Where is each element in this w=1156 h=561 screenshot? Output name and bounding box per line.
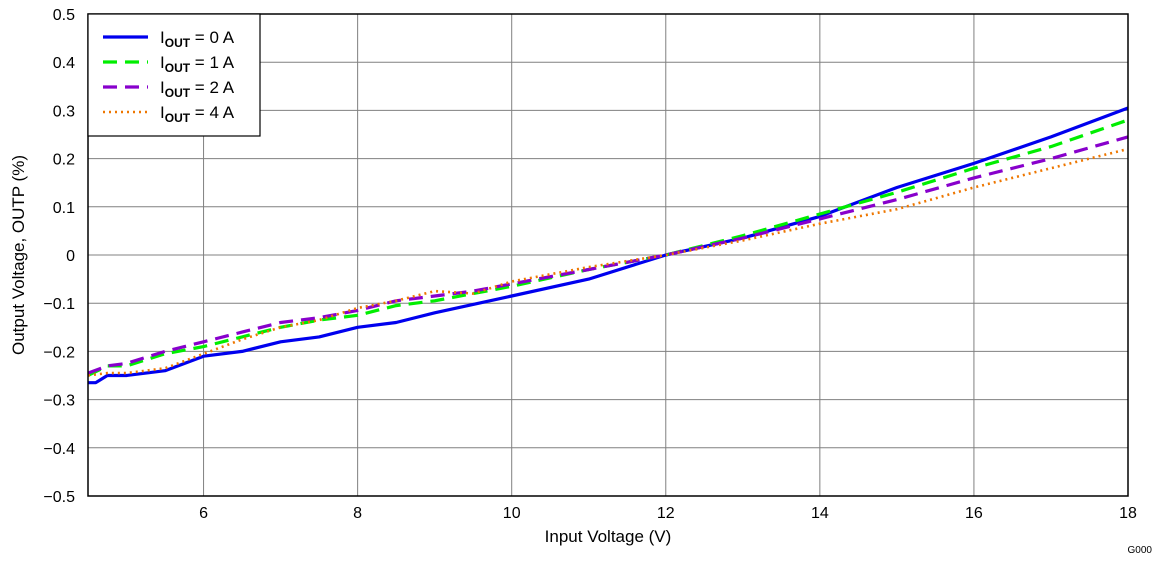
legend-box: [87, 13, 261, 137]
legend-label-main: I: [160, 78, 165, 97]
y-tick-label: −0.5: [43, 489, 75, 506]
legend-label-rest: = 1 A: [190, 53, 235, 72]
series-line-1: [87, 118, 1129, 377]
x-tick-label: 18: [1119, 505, 1137, 522]
legend-entry-0: IOUT = 0 A: [160, 28, 235, 50]
y-tick-label: 0.4: [53, 55, 75, 72]
legend-entry-2: IOUT = 2 A: [160, 78, 235, 100]
legend-label-main: I: [160, 53, 165, 72]
series-line-2: [87, 135, 1129, 375]
legend-label-rest: = 4 A: [190, 103, 235, 122]
legend-entry-3: IOUT = 4 A: [160, 103, 235, 125]
legend-label-subscript: OUT: [165, 111, 191, 125]
y-axis-ticks: −0.5 −0.4 −0.3 −0.2 −0.1 0 0.1 0.2 0.3 0.4 0.5: [43, 7, 75, 506]
y-tick-label: −0.2: [43, 344, 75, 361]
series-line-0: [88, 106, 1129, 385]
x-tick-label: 16: [965, 505, 983, 522]
legend-label-subscript: OUT: [165, 61, 191, 75]
series-line-3: [87, 147, 1129, 377]
y-tick-label: 0: [66, 248, 75, 265]
y-tick-label: 0.5: [53, 7, 75, 24]
x-tick-label: 12: [657, 505, 675, 522]
legend-label-main: I: [160, 103, 165, 122]
legend-label-subscript: OUT: [165, 86, 191, 100]
x-axis-ticks: 6 8 10 12 14 16 18: [199, 505, 1137, 522]
x-tick-label: 14: [811, 505, 829, 522]
y-tick-label: 0.2: [53, 152, 75, 169]
legend-label-subscript: OUT: [165, 36, 191, 50]
legend-label-rest: = 0 A: [190, 28, 235, 47]
x-tick-label: 10: [503, 505, 521, 522]
series-lines: [87, 106, 1129, 385]
y-tick-label: 0.1: [53, 200, 75, 217]
y-axis-label: Output Voltage, OUTP (%): [9, 155, 28, 355]
plot-frame: [87, 13, 1129, 497]
x-tick-label: 8: [353, 505, 362, 522]
y-tick-label: −0.4: [43, 441, 75, 458]
legend-label-rest: = 2 A: [190, 78, 235, 97]
legend-label-main: I: [160, 28, 165, 47]
x-axis-label: Input Voltage (V): [545, 527, 672, 546]
figure-code: G000: [1128, 545, 1153, 556]
x-tick-label: 6: [199, 505, 208, 522]
legend-entry-1: IOUT = 1 A: [160, 53, 235, 75]
y-tick-label: −0.3: [43, 393, 75, 410]
y-tick-label: −0.1: [43, 296, 75, 313]
y-tick-label: 0.3: [53, 103, 75, 120]
